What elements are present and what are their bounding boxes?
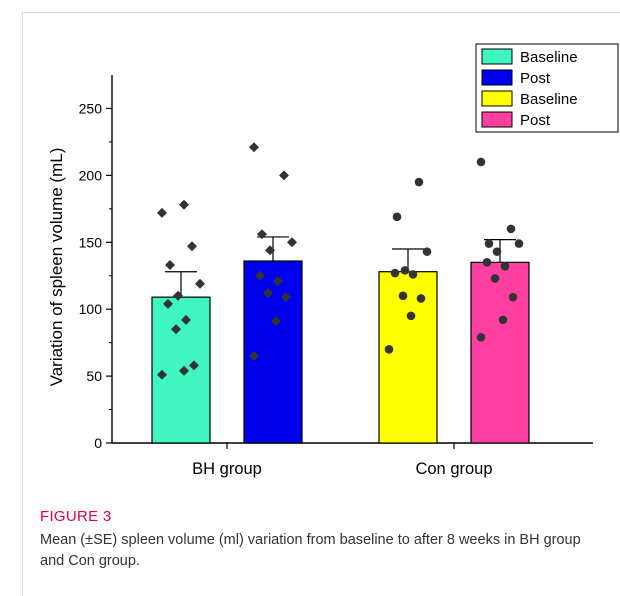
data-point — [281, 292, 291, 303]
data-point — [492, 247, 502, 256]
chart-bars — [151, 260, 530, 444]
data-point — [406, 311, 416, 321]
chart-points — [157, 142, 524, 380]
data-point — [414, 177, 424, 187]
data-point — [163, 298, 173, 309]
legend-swatch — [481, 48, 513, 65]
y-tick-label: 0 — [94, 435, 102, 451]
data-point — [416, 294, 426, 303]
y-tick-label: 150 — [79, 234, 103, 250]
bar-2 — [243, 260, 303, 444]
data-point — [165, 260, 175, 271]
data-point — [287, 237, 297, 248]
legend-label: Post — [520, 70, 551, 87]
chart-legend: Baseline Post Baseline Post — [475, 43, 619, 133]
legend-label: Post — [520, 112, 551, 129]
data-point — [265, 245, 275, 256]
figure-label: FIGURE 3 — [40, 508, 112, 525]
data-point — [189, 360, 199, 371]
data-point — [263, 288, 273, 299]
data-point — [171, 324, 181, 335]
data-point — [179, 365, 189, 376]
data-point — [506, 224, 516, 234]
chart-axes: 0 50 100 150 200 250 Variation of spleen volum… — [47, 75, 593, 478]
data-point — [392, 212, 402, 222]
data-point — [187, 241, 197, 252]
x-tick-label: BH group — [192, 460, 262, 478]
data-point — [484, 239, 494, 248]
data-point — [255, 270, 265, 281]
data-point — [181, 314, 191, 325]
data-point — [271, 316, 281, 327]
data-point — [390, 268, 400, 278]
data-point — [173, 290, 183, 301]
data-point — [400, 266, 410, 275]
frame-left-rule — [22, 12, 23, 596]
y-tick-label: 50 — [86, 368, 102, 384]
data-point — [384, 345, 394, 354]
frame-top-rule — [22, 12, 620, 13]
data-point — [482, 258, 492, 267]
y-tick-label: 100 — [79, 301, 103, 317]
data-point — [500, 262, 510, 271]
data-point — [490, 274, 500, 283]
data-point — [257, 229, 267, 240]
data-point — [179, 199, 189, 210]
legend-label: Baseline — [520, 49, 578, 66]
legend-swatch — [481, 90, 513, 107]
data-point — [157, 207, 167, 218]
data-point — [249, 351, 259, 362]
bar-3 — [378, 271, 438, 444]
legend-swatch — [481, 69, 513, 86]
data-point — [422, 247, 432, 256]
x-tick-label: Con group — [415, 460, 492, 478]
legend-label: Baseline — [520, 91, 578, 108]
y-tick-label: 200 — [79, 167, 103, 183]
legend-swatch — [481, 111, 513, 128]
data-point — [273, 276, 283, 287]
y-axis-title: Variation of spleen volume (mL) — [47, 148, 66, 387]
data-point — [476, 332, 486, 342]
data-point — [195, 278, 205, 289]
data-point — [476, 157, 486, 167]
data-point — [157, 369, 167, 380]
y-tick-label: 250 — [79, 100, 103, 116]
data-point — [249, 142, 259, 153]
data-point — [279, 170, 289, 181]
data-point — [498, 315, 508, 325]
bar-4 — [470, 261, 530, 444]
data-point — [508, 292, 518, 302]
data-point — [408, 270, 418, 279]
chart-error-bars — [165, 236, 516, 298]
bar-chart: 0 50 100 150 200 250 Variation of spleen volum… — [47, 43, 619, 478]
data-point — [398, 291, 408, 301]
data-point — [514, 239, 524, 248]
figure-caption: Mean (±SE) spleen volume (ml) variation … — [40, 532, 581, 569]
